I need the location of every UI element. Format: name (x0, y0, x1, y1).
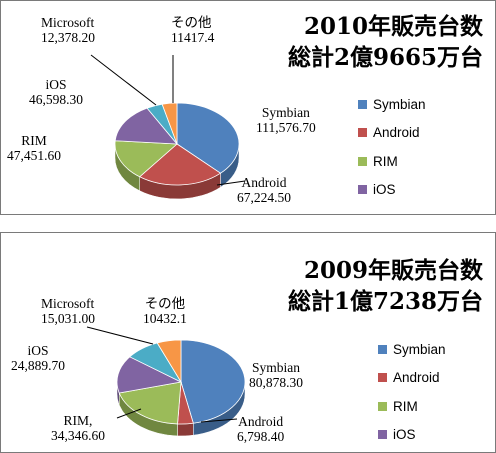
chart-2009-panel: 2009年販売台数 総計1億7238万台 Microsoft 15,031.00… (0, 232, 496, 453)
label-2009-rim-value: 34,346.60 (51, 428, 105, 443)
pie-2009 (86, 326, 246, 437)
legend-2010-rim-label: RIM (373, 153, 398, 169)
chart-2010-title-line2: 総計2億9665万台 (287, 44, 483, 71)
legend-2010-ios: iOS (358, 176, 426, 205)
label-2010-android-name: Android (241, 175, 287, 190)
legend-2009-ios: iOS (378, 421, 446, 450)
label-2009-ios: iOS 24,889.70 (11, 343, 65, 373)
pie-2009-slice-Symbian (180, 339, 246, 424)
pie-2010-slice-Symbian (176, 102, 240, 174)
label-2010-other-value: 11417.4 (171, 30, 215, 45)
label-2010-symbian-value: 111,576.70 (256, 120, 316, 135)
chart-2009-title-line1: 2009年販売台数 (303, 257, 483, 284)
label-2010-symbian: Symbian 111,576.70 (256, 105, 316, 135)
pie-2010-slice-Android (138, 143, 222, 186)
legend-2009-rim: RIM (378, 392, 446, 421)
leader-2010-android (216, 180, 246, 186)
legend-2009-symbian-label: Symbian (393, 341, 446, 357)
legend-2010-android: Android (358, 119, 426, 148)
label-2010-symbian-name: Symbian (261, 105, 310, 120)
chart-2010-title-line1: 2010年販売台数 (303, 13, 483, 40)
leader-2010-microsoft (90, 54, 157, 106)
label-2009-microsoft-value: 15,031.00 (41, 311, 95, 326)
leader-2009-android (200, 418, 238, 423)
legend-swatch (378, 373, 387, 383)
leader-2009-rim (116, 408, 142, 419)
chart-2009-title-line2: 総計1億7238万台 (287, 288, 483, 315)
label-2010-other: その他 11417.4 (171, 15, 214, 45)
label-2009-microsoft-name: Microsoft (41, 296, 95, 311)
legend-2009-symbian: Symbian (378, 335, 446, 364)
label-2009-ios-name: iOS (27, 343, 49, 358)
label-2010-android-value: 67,224.50 (237, 190, 291, 205)
label-2009-android-value: 6,798.40 (237, 429, 285, 444)
legend-2010-ios-label: iOS (373, 182, 396, 198)
legend-swatch (378, 401, 387, 411)
label-2009-rim: RIM, 34,346.60 (51, 413, 105, 443)
legend-2010-android-label: Android (373, 125, 420, 141)
legend-2009-android-label: Android (393, 370, 440, 386)
pie-2009-side-Android (177, 422, 194, 437)
chart-2009-title: 2009年販売台数 総計1億7238万台 (288, 255, 483, 317)
label-2010-android: Android 67,224.50 (237, 175, 291, 205)
legend-swatch (358, 128, 367, 138)
label-2010-rim-value: 47,451.60 (7, 148, 61, 163)
pie-2010-slice-その他 (161, 102, 178, 145)
legend-2010: Symbian Android RIM iOS (358, 90, 426, 204)
pie-2009-slice-RIM (118, 381, 182, 425)
label-2010-rim: RIM 47,451.60 (7, 133, 61, 163)
legend-2009-android: Android (378, 364, 446, 393)
label-2010-rim-name: RIM (21, 133, 47, 148)
label-2009-other: その他 10432.1 (143, 296, 187, 326)
label-2009-microsoft: Microsoft 15,031.00 (41, 296, 95, 326)
label-2009-symbian-value: 80,878.30 (249, 375, 303, 390)
chart-2010-panel: 2010年販売台数 総計2億9665万台 Microsoft 12,378.20… (0, 0, 496, 215)
label-2010-ios-name: iOS (45, 77, 67, 92)
label-2010-microsoft: Microsoft 12,378.20 (41, 15, 95, 45)
legend-swatch (358, 156, 367, 166)
pie-2010-slice-iOS (114, 107, 178, 145)
leader-2009-microsoft (86, 326, 154, 345)
label-2010-ios-value: 46,598.30 (29, 92, 83, 107)
legend-swatch (358, 99, 367, 109)
pie-2010-slice-RIM (114, 140, 179, 178)
pie-2010 (90, 54, 246, 200)
legend-swatch (358, 185, 367, 195)
legend-swatch (378, 430, 387, 440)
label-2009-other-value: 10432.1 (143, 311, 187, 326)
legend-2010-symbian-label: Symbian (373, 96, 426, 112)
pie-2009-slice-その他 (156, 339, 182, 384)
legend-swatch (378, 344, 387, 354)
label-2009-symbian: Symbian 80,878.30 (249, 360, 303, 390)
label-2009-symbian-name: Symbian (251, 360, 300, 375)
label-2009-ios-value: 24,889.70 (11, 358, 65, 373)
label-2010-microsoft-value: 12,378.20 (41, 30, 95, 45)
pie-2009-slice-iOS (116, 356, 183, 394)
label-2010-ios: iOS 46,598.30 (29, 77, 83, 107)
label-2010-microsoft-name: Microsoft (41, 15, 95, 30)
legend-2010-symbian: Symbian (358, 90, 426, 119)
label-2009-other-name: その他 (144, 296, 186, 311)
label-2010-other-name: その他 (171, 15, 212, 30)
legend-2009-rim-label: RIM (393, 398, 418, 414)
legend-2009-ios-label: iOS (393, 427, 416, 443)
chart-2010-title: 2010年販売台数 総計2億9665万台 (288, 11, 483, 73)
legend-2010-rim: RIM (358, 147, 426, 176)
label-2009-android-name: Android (238, 414, 284, 429)
legend-2009: Symbian Android RIM iOS (378, 335, 446, 449)
label-2009-rim-name: RIM, (63, 413, 93, 428)
label-2009-android: Android 6,798.40 (237, 414, 284, 444)
